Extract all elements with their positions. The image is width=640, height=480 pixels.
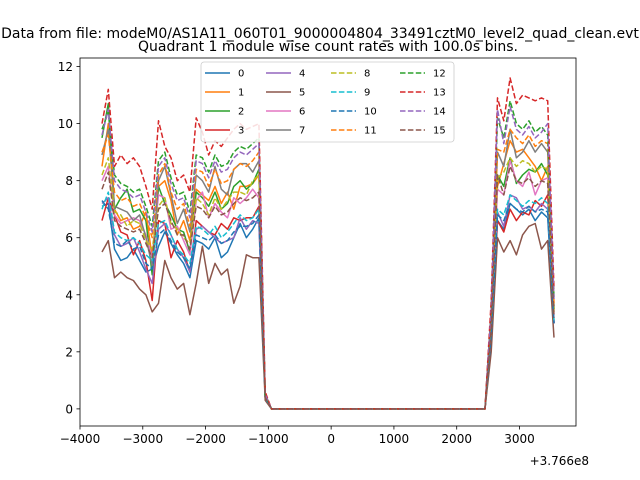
x-tick-label: 3000 [504, 432, 535, 446]
y-tick-label: 6 [65, 231, 73, 245]
legend-label-13: 13 [433, 88, 446, 99]
x-tick-label: −2000 [185, 432, 226, 446]
series-line-1 [101, 122, 555, 410]
y-tick-label: 2 [65, 345, 73, 359]
series-line-8 [101, 157, 555, 410]
y-tick-label: 8 [65, 174, 73, 188]
x-tick-label: −4000 [60, 432, 101, 446]
x-tick-label: 2000 [441, 432, 472, 446]
x-tick-label: −3000 [122, 432, 163, 446]
legend-label-3: 3 [238, 126, 244, 137]
legend-label-14: 14 [433, 107, 446, 118]
legend-box [200, 61, 455, 143]
y-tick-label: 4 [65, 288, 73, 302]
series-line-2 [101, 102, 555, 410]
figure-suptitle: Data from file: modeM0/AS1A11_060T01_900… [1, 26, 639, 42]
series-line-7 [101, 128, 555, 410]
series-line-12 [101, 100, 555, 410]
y-tick-label: 10 [58, 117, 73, 131]
legend-label-11: 11 [364, 126, 377, 137]
legend-label-15: 15 [433, 126, 446, 137]
series-line-5 [101, 222, 555, 410]
legend-label-9: 9 [364, 88, 370, 99]
chart-title: Quadrant 1 module wise count rates with … [138, 39, 518, 55]
legend-label-2: 2 [238, 107, 244, 118]
series-line-9 [101, 191, 555, 410]
x-tick-label: 0 [327, 432, 335, 446]
series-line-10 [101, 200, 555, 410]
legend-label-10: 10 [364, 107, 377, 118]
series-line-14 [101, 105, 555, 410]
y-tick-label: 12 [58, 60, 73, 74]
legend-label-5: 5 [299, 88, 305, 99]
series-line-11 [101, 128, 555, 410]
series-line-3 [101, 194, 555, 410]
x-axis-offset-label: +3.766e8 [530, 454, 589, 468]
x-axis: −4000 −3000 −2000 −1000 0 1000 2000 3000 [60, 426, 535, 446]
series-line-15 [101, 165, 555, 410]
y-tick-label: 0 [65, 402, 73, 416]
x-tick-label: −1000 [248, 432, 289, 446]
legend-label-0: 0 [238, 69, 244, 80]
legend-label-4: 4 [299, 69, 305, 80]
legend-label-8: 8 [364, 69, 370, 80]
series-line-0 [101, 202, 555, 410]
plot-frame [79, 57, 577, 427]
legend-label-6: 6 [299, 107, 305, 118]
legend-label-12: 12 [433, 69, 446, 80]
series-layer [101, 77, 555, 410]
legend-label-1: 1 [238, 88, 244, 99]
x-tick-label: 1000 [379, 432, 410, 446]
legend-label-7: 7 [299, 126, 305, 137]
y-axis: 0 2 4 6 8 10 12 [58, 60, 80, 416]
